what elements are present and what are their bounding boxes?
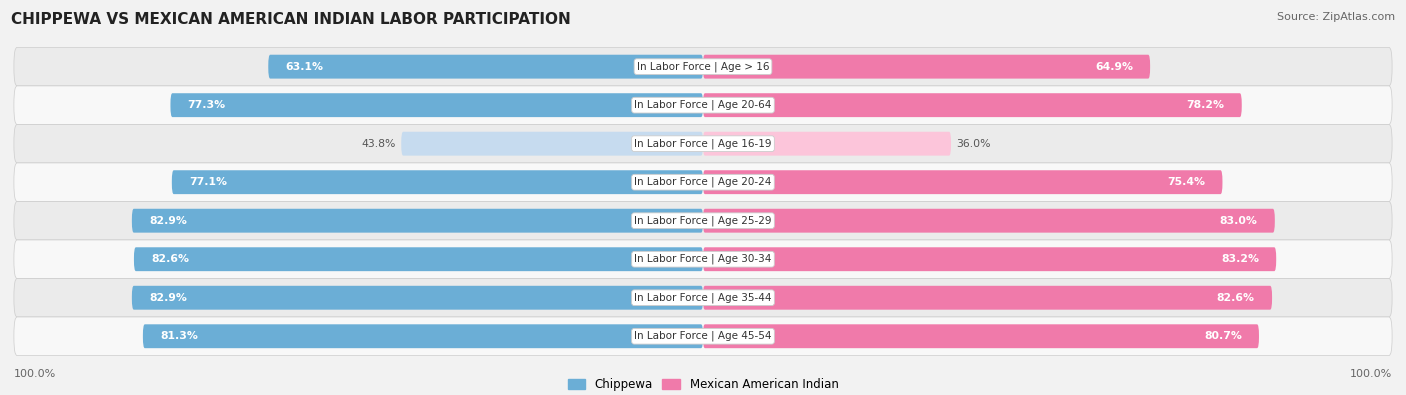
Text: In Labor Force | Age > 16: In Labor Force | Age > 16 [637, 61, 769, 72]
FancyBboxPatch shape [14, 317, 1392, 356]
Text: CHIPPEWA VS MEXICAN AMERICAN INDIAN LABOR PARTICIPATION: CHIPPEWA VS MEXICAN AMERICAN INDIAN LABO… [11, 12, 571, 27]
Text: 81.3%: 81.3% [160, 331, 198, 341]
FancyBboxPatch shape [170, 93, 703, 117]
FancyBboxPatch shape [703, 132, 950, 156]
Legend: Chippewa, Mexican American Indian: Chippewa, Mexican American Indian [562, 373, 844, 395]
Text: 77.3%: 77.3% [187, 100, 226, 110]
Text: 100.0%: 100.0% [1350, 369, 1392, 379]
Text: 78.2%: 78.2% [1187, 100, 1225, 110]
Text: 80.7%: 80.7% [1204, 331, 1241, 341]
Text: 82.9%: 82.9% [149, 216, 187, 226]
FancyBboxPatch shape [14, 47, 1392, 86]
Text: In Labor Force | Age 45-54: In Labor Force | Age 45-54 [634, 331, 772, 342]
Text: 83.0%: 83.0% [1220, 216, 1257, 226]
Text: 100.0%: 100.0% [14, 369, 56, 379]
FancyBboxPatch shape [14, 163, 1392, 201]
FancyBboxPatch shape [143, 324, 703, 348]
FancyBboxPatch shape [401, 132, 703, 156]
Text: 36.0%: 36.0% [956, 139, 991, 149]
FancyBboxPatch shape [703, 55, 1150, 79]
Text: In Labor Force | Age 30-34: In Labor Force | Age 30-34 [634, 254, 772, 265]
Text: In Labor Force | Age 16-19: In Labor Force | Age 16-19 [634, 138, 772, 149]
FancyBboxPatch shape [703, 286, 1272, 310]
Text: 43.8%: 43.8% [361, 139, 395, 149]
FancyBboxPatch shape [703, 324, 1258, 348]
FancyBboxPatch shape [14, 86, 1392, 124]
Text: In Labor Force | Age 20-64: In Labor Force | Age 20-64 [634, 100, 772, 111]
Text: 82.9%: 82.9% [149, 293, 187, 303]
FancyBboxPatch shape [14, 201, 1392, 240]
FancyBboxPatch shape [14, 240, 1392, 278]
FancyBboxPatch shape [269, 55, 703, 79]
Text: In Labor Force | Age 25-29: In Labor Force | Age 25-29 [634, 215, 772, 226]
Text: 82.6%: 82.6% [152, 254, 190, 264]
Text: 83.2%: 83.2% [1220, 254, 1258, 264]
FancyBboxPatch shape [703, 170, 1222, 194]
Text: 77.1%: 77.1% [188, 177, 226, 187]
Text: In Labor Force | Age 35-44: In Labor Force | Age 35-44 [634, 292, 772, 303]
FancyBboxPatch shape [132, 209, 703, 233]
FancyBboxPatch shape [134, 247, 703, 271]
FancyBboxPatch shape [172, 170, 703, 194]
FancyBboxPatch shape [703, 209, 1275, 233]
Text: Source: ZipAtlas.com: Source: ZipAtlas.com [1277, 12, 1395, 22]
FancyBboxPatch shape [703, 247, 1277, 271]
FancyBboxPatch shape [14, 124, 1392, 163]
FancyBboxPatch shape [132, 286, 703, 310]
Text: 63.1%: 63.1% [285, 62, 323, 71]
Text: 82.6%: 82.6% [1216, 293, 1254, 303]
Text: 75.4%: 75.4% [1167, 177, 1205, 187]
Text: In Labor Force | Age 20-24: In Labor Force | Age 20-24 [634, 177, 772, 188]
FancyBboxPatch shape [703, 93, 1241, 117]
Text: 64.9%: 64.9% [1095, 62, 1133, 71]
FancyBboxPatch shape [14, 278, 1392, 317]
